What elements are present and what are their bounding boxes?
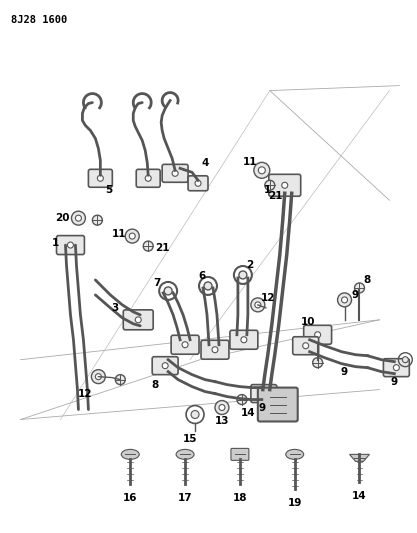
Circle shape: [342, 297, 347, 303]
Text: 21: 21: [269, 191, 283, 201]
Circle shape: [164, 287, 172, 295]
Text: 7: 7: [153, 278, 161, 288]
Circle shape: [338, 293, 352, 307]
Circle shape: [254, 163, 270, 179]
Text: 14: 14: [241, 408, 255, 417]
Circle shape: [255, 302, 261, 308]
Text: 3: 3: [112, 303, 119, 313]
Circle shape: [261, 391, 267, 397]
FancyBboxPatch shape: [152, 357, 178, 375]
Circle shape: [75, 215, 81, 221]
Circle shape: [135, 317, 141, 323]
Circle shape: [251, 298, 265, 312]
Ellipse shape: [121, 449, 139, 459]
Text: 15: 15: [183, 434, 197, 445]
Text: 17: 17: [178, 493, 192, 503]
Circle shape: [402, 357, 408, 362]
Text: 5: 5: [105, 185, 112, 195]
Circle shape: [129, 233, 135, 239]
Circle shape: [303, 343, 309, 349]
Circle shape: [71, 211, 85, 225]
FancyBboxPatch shape: [230, 330, 258, 349]
Text: 9: 9: [352, 290, 359, 300]
Text: 8J28 1600: 8J28 1600: [11, 15, 67, 25]
Circle shape: [237, 394, 247, 405]
FancyBboxPatch shape: [258, 387, 298, 422]
Circle shape: [125, 229, 139, 243]
Text: 21: 21: [155, 243, 169, 253]
FancyBboxPatch shape: [251, 385, 277, 402]
Ellipse shape: [286, 449, 304, 459]
Circle shape: [162, 362, 168, 369]
FancyBboxPatch shape: [383, 359, 409, 377]
Polygon shape: [349, 454, 369, 462]
FancyBboxPatch shape: [188, 176, 208, 191]
Circle shape: [98, 175, 103, 181]
Circle shape: [354, 283, 364, 293]
Text: 1: 1: [52, 238, 59, 248]
Circle shape: [95, 374, 101, 379]
Circle shape: [93, 215, 102, 225]
Circle shape: [91, 370, 106, 384]
Circle shape: [215, 401, 229, 415]
FancyBboxPatch shape: [269, 174, 301, 196]
Text: 18: 18: [233, 493, 247, 503]
Text: 13: 13: [215, 416, 229, 426]
FancyBboxPatch shape: [88, 169, 112, 187]
FancyBboxPatch shape: [123, 310, 153, 330]
FancyBboxPatch shape: [136, 169, 160, 187]
Circle shape: [239, 271, 247, 279]
Circle shape: [212, 347, 218, 353]
FancyBboxPatch shape: [231, 448, 249, 461]
Text: 11: 11: [112, 229, 126, 239]
Circle shape: [241, 337, 247, 343]
Text: 9: 9: [391, 377, 398, 386]
Text: 1: 1: [264, 185, 271, 195]
Text: 4: 4: [201, 158, 208, 168]
Text: 9: 9: [258, 402, 265, 413]
FancyBboxPatch shape: [57, 236, 84, 255]
Circle shape: [191, 410, 199, 418]
Circle shape: [116, 375, 125, 385]
Circle shape: [282, 182, 288, 188]
Text: 11: 11: [243, 157, 257, 167]
Circle shape: [393, 365, 399, 370]
Text: 8: 8: [151, 379, 159, 390]
Ellipse shape: [176, 449, 194, 459]
Circle shape: [68, 242, 73, 248]
Circle shape: [259, 167, 265, 174]
FancyBboxPatch shape: [171, 335, 199, 354]
Text: 6: 6: [198, 271, 206, 281]
FancyBboxPatch shape: [304, 325, 332, 344]
Circle shape: [265, 180, 275, 190]
FancyBboxPatch shape: [293, 337, 319, 354]
Circle shape: [145, 175, 151, 181]
Text: 9: 9: [341, 367, 348, 377]
Text: 19: 19: [288, 498, 302, 508]
Text: 12: 12: [78, 389, 93, 399]
Text: 14: 14: [352, 491, 367, 501]
Text: 12: 12: [261, 293, 275, 303]
Text: 16: 16: [123, 493, 138, 503]
Circle shape: [195, 180, 201, 186]
Circle shape: [143, 241, 153, 251]
FancyBboxPatch shape: [162, 164, 188, 182]
Text: 8: 8: [364, 275, 371, 285]
Text: 2: 2: [246, 260, 254, 270]
Text: 20: 20: [55, 213, 70, 223]
Circle shape: [182, 342, 188, 348]
Circle shape: [219, 405, 225, 410]
Text: 10: 10: [300, 317, 315, 327]
Circle shape: [172, 171, 178, 176]
Circle shape: [315, 332, 321, 338]
Circle shape: [204, 282, 212, 290]
Circle shape: [313, 358, 323, 368]
FancyBboxPatch shape: [201, 340, 229, 359]
